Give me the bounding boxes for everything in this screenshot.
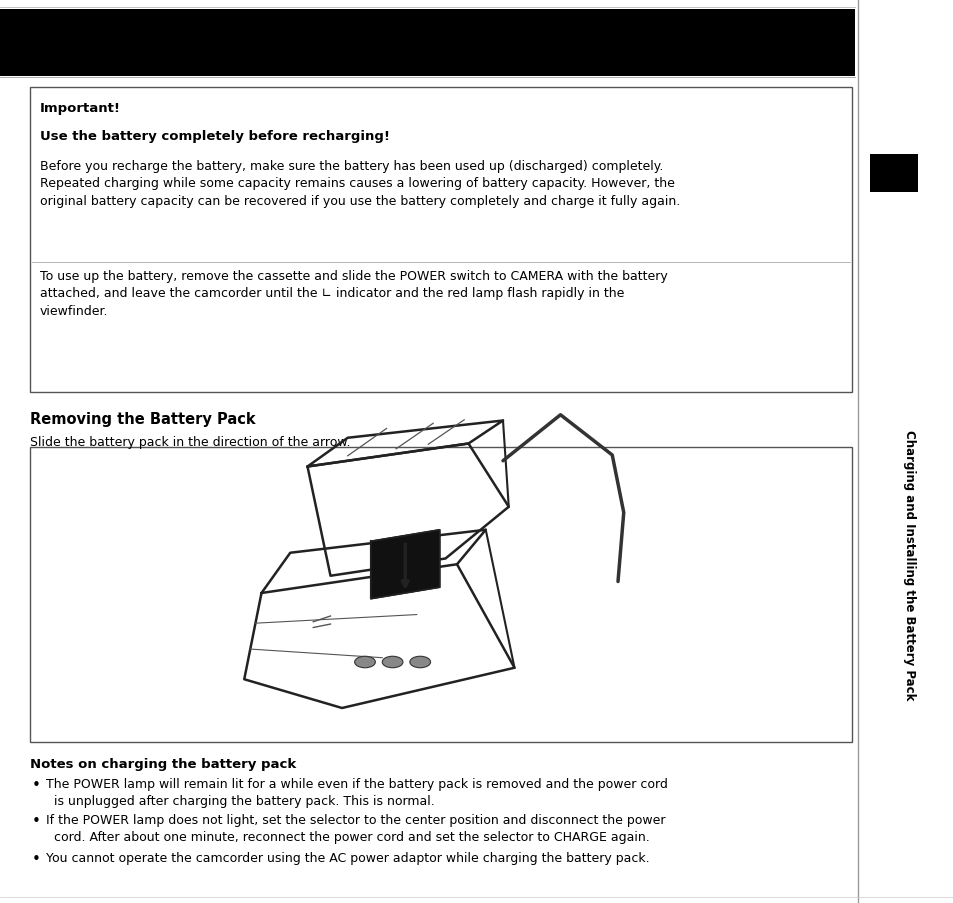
Text: Important!: Important!: [40, 102, 121, 115]
Bar: [30, 448, 851, 742]
Text: You cannot operate the camcorder using the AC power adaptor while charging the b: You cannot operate the camcorder using t…: [46, 851, 649, 864]
Text: The POWER lamp will remain lit for a while even if the battery pack is removed a: The POWER lamp will remain lit for a whi…: [46, 777, 667, 807]
Text: •: •: [32, 813, 41, 828]
Bar: [0, 10, 854, 77]
Bar: [30, 88, 851, 393]
Text: Notes on charging the battery pack: Notes on charging the battery pack: [30, 757, 296, 770]
Text: If the POWER lamp does not light, set the selector to the center position and di: If the POWER lamp does not light, set th…: [46, 813, 665, 843]
Text: Charging and Installing the Battery Pack: Charging and Installing the Battery Pack: [902, 430, 916, 700]
Ellipse shape: [355, 656, 375, 668]
Ellipse shape: [382, 656, 402, 668]
Text: •: •: [32, 777, 41, 792]
Text: Slide the battery pack in the direction of the arrow.: Slide the battery pack in the direction …: [30, 435, 350, 449]
Bar: [869, 154, 917, 192]
Text: Before you recharge the battery, make sure the battery has been used up (dischar: Before you recharge the battery, make su…: [40, 160, 679, 208]
Text: Use the battery completely before recharging!: Use the battery completely before rechar…: [40, 130, 390, 143]
Ellipse shape: [410, 656, 430, 668]
Text: To use up the battery, remove the cassette and slide the POWER switch to CAMERA : To use up the battery, remove the casset…: [40, 270, 667, 318]
Polygon shape: [371, 530, 439, 599]
Text: Removing the Battery Pack: Removing the Battery Pack: [30, 412, 255, 426]
Text: •: •: [32, 851, 41, 866]
